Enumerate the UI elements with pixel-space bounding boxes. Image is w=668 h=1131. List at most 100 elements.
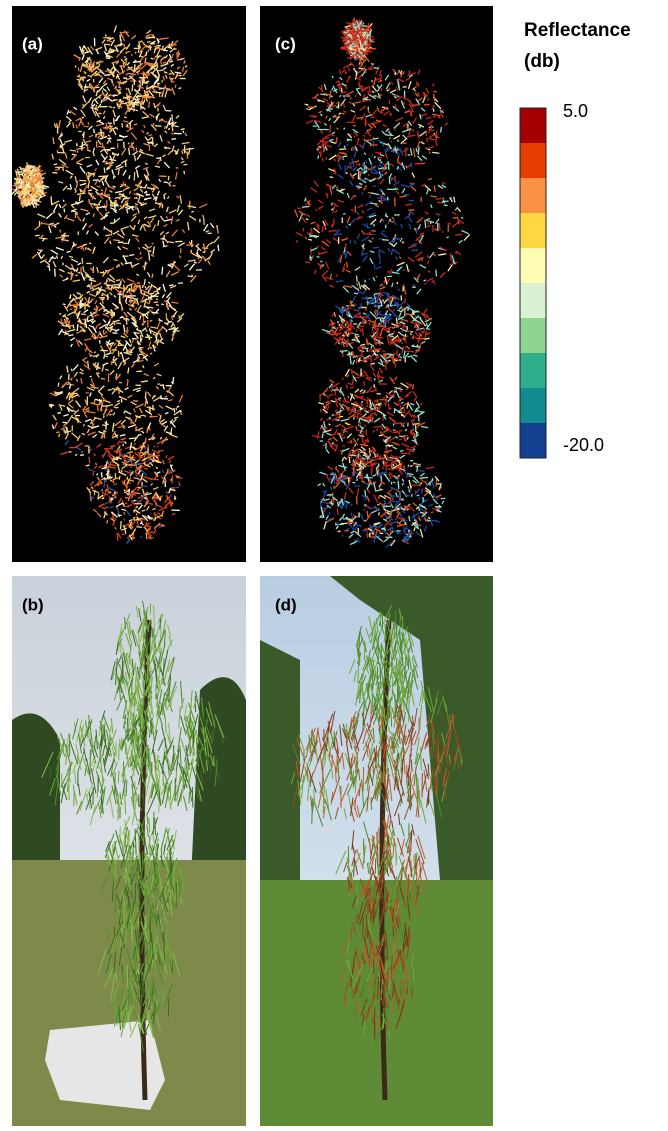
point — [426, 329, 430, 330]
point — [131, 285, 132, 292]
point — [323, 144, 324, 151]
point — [344, 146, 345, 148]
point — [415, 491, 416, 493]
point — [70, 150, 76, 151]
point — [103, 330, 104, 334]
point — [80, 295, 81, 297]
point — [101, 378, 105, 379]
point — [203, 215, 204, 217]
point — [92, 424, 94, 425]
point — [406, 449, 410, 450]
point — [118, 198, 120, 199]
point — [350, 97, 351, 99]
point — [167, 469, 168, 471]
point — [158, 75, 159, 77]
point — [362, 248, 365, 249]
point — [366, 476, 368, 477]
point — [337, 508, 338, 515]
point — [151, 296, 159, 297]
point — [382, 351, 385, 352]
point — [117, 533, 118, 541]
point — [153, 123, 154, 125]
point — [118, 242, 124, 243]
point — [118, 345, 124, 346]
point — [379, 251, 380, 259]
panel-c-background — [260, 6, 493, 562]
point — [101, 190, 103, 191]
point — [116, 280, 120, 281]
point — [306, 219, 309, 220]
point — [63, 304, 66, 305]
point — [412, 287, 416, 288]
point — [104, 480, 105, 488]
point — [420, 318, 421, 320]
point — [371, 348, 372, 351]
point — [73, 325, 74, 329]
point — [160, 385, 164, 386]
point — [77, 324, 78, 331]
point — [367, 417, 369, 418]
point — [359, 326, 364, 327]
point — [306, 109, 308, 110]
point — [395, 176, 396, 182]
point — [162, 267, 163, 275]
point — [103, 416, 104, 418]
point — [336, 82, 339, 83]
point — [61, 319, 62, 322]
point — [88, 122, 89, 125]
point — [70, 295, 71, 299]
point — [150, 416, 153, 417]
point — [325, 227, 326, 230]
point — [57, 152, 65, 153]
point — [364, 381, 365, 386]
point — [385, 135, 393, 136]
point — [97, 405, 98, 411]
point — [361, 475, 362, 479]
point — [388, 221, 389, 224]
figure: (a) (b) (c) (d) Reflectance (db) 5.0-20.… — [0, 0, 668, 1126]
point — [340, 451, 342, 452]
point — [98, 493, 99, 498]
point — [123, 444, 124, 447]
point — [381, 75, 382, 81]
point — [382, 506, 390, 507]
point — [175, 241, 182, 242]
point — [422, 477, 428, 478]
point — [108, 390, 112, 391]
point — [174, 408, 175, 412]
point — [103, 37, 111, 38]
point — [414, 520, 416, 521]
point — [371, 478, 373, 479]
point — [127, 69, 133, 70]
point — [80, 455, 84, 456]
point — [114, 260, 118, 261]
point — [336, 420, 340, 421]
point — [377, 468, 378, 474]
point — [128, 465, 137, 466]
point — [129, 148, 130, 155]
point — [384, 240, 386, 241]
point — [338, 502, 339, 507]
point — [308, 239, 312, 240]
point — [322, 138, 328, 139]
point — [336, 156, 339, 157]
point — [436, 478, 437, 486]
point — [312, 98, 317, 99]
point — [186, 245, 194, 246]
point — [453, 217, 458, 218]
point — [149, 101, 150, 107]
point — [398, 481, 399, 489]
point — [108, 123, 112, 124]
point — [332, 315, 336, 316]
point — [98, 176, 106, 177]
point — [352, 369, 353, 375]
point — [436, 270, 437, 277]
point — [373, 247, 380, 248]
point — [101, 295, 103, 296]
point — [408, 309, 409, 311]
point — [114, 118, 115, 125]
point — [338, 531, 341, 532]
point — [418, 83, 419, 87]
point — [161, 60, 162, 65]
point — [359, 179, 367, 180]
